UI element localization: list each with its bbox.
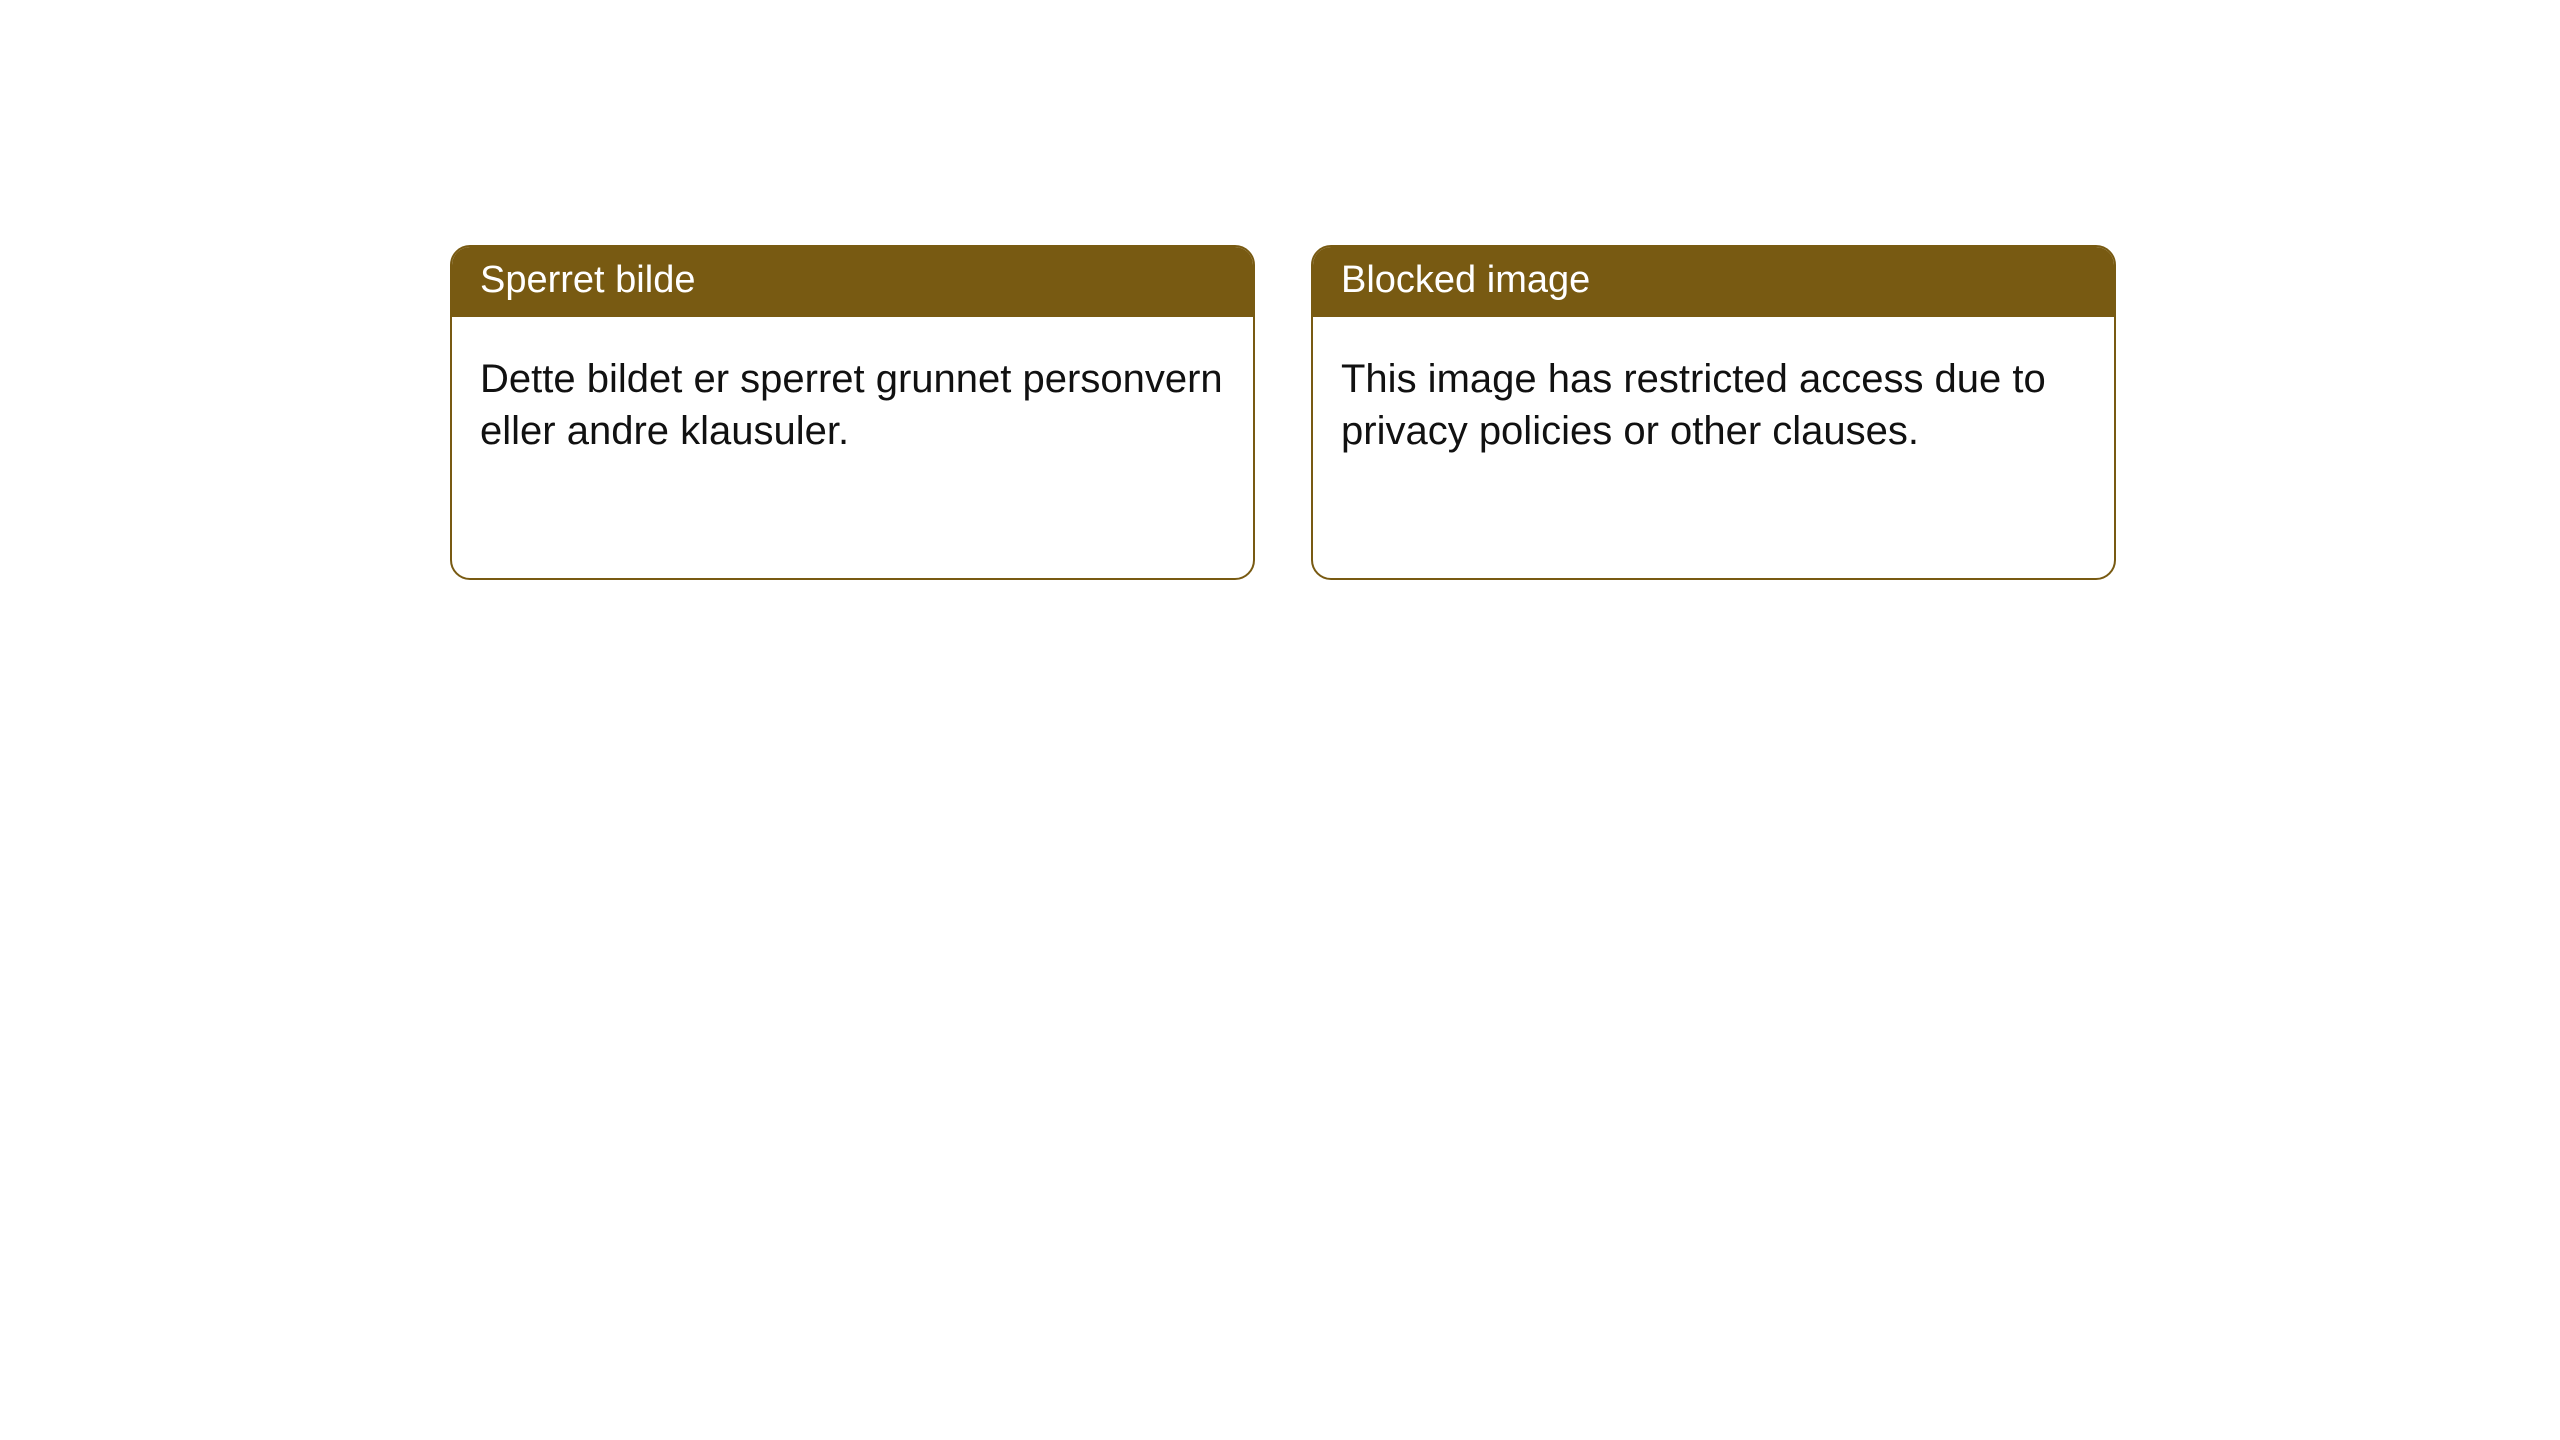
card-body-norwegian: Dette bildet er sperret grunnet personve… <box>452 317 1253 481</box>
notice-container: Sperret bilde Dette bildet er sperret gr… <box>0 0 2560 580</box>
blocked-image-card-english: Blocked image This image has restricted … <box>1311 245 2116 580</box>
card-body-english: This image has restricted access due to … <box>1313 317 2114 481</box>
card-header-english: Blocked image <box>1313 247 2114 317</box>
blocked-image-card-norwegian: Sperret bilde Dette bildet er sperret gr… <box>450 245 1255 580</box>
card-header-norwegian: Sperret bilde <box>452 247 1253 317</box>
